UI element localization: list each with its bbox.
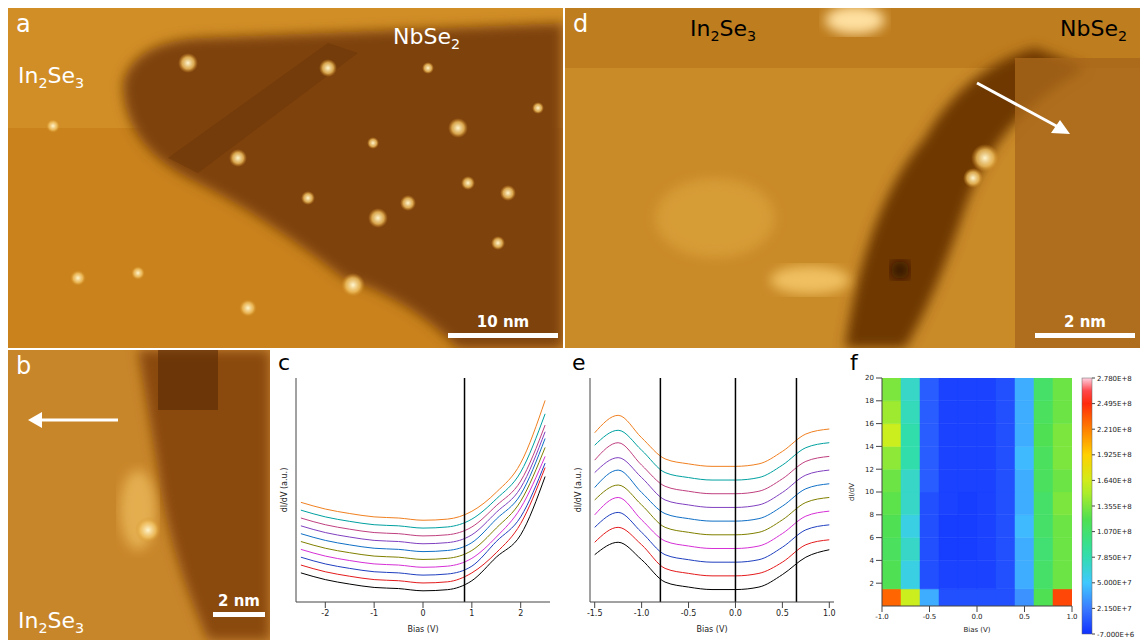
svg-text:1.070E+8: 1.070E+8 — [1097, 528, 1132, 536]
svg-text:2.150E+7: 2.150E+7 — [1097, 605, 1132, 613]
svg-text:2: 2 — [870, 580, 874, 588]
svg-text:-0.5: -0.5 — [681, 609, 697, 618]
html-text:In2Se3: In2Se3 — [18, 608, 85, 637]
svg-text:1: 1 — [469, 609, 474, 618]
svg-text:0.5: 0.5 — [1019, 613, 1030, 621]
html-text:NbSe2: NbSe2 — [1060, 16, 1127, 45]
svg-text:-2: -2 — [321, 609, 329, 618]
svg-text:4: 4 — [870, 557, 875, 565]
svg-text:10: 10 — [865, 488, 874, 496]
svg-text:0: 0 — [420, 609, 425, 618]
svg-text:2.495E+8: 2.495E+8 — [1097, 400, 1132, 408]
svg-text:-0.5: -0.5 — [923, 613, 937, 621]
svg-text:0.0: 0.0 — [729, 609, 742, 618]
svg-text:-1.0: -1.0 — [875, 613, 889, 621]
svg-text:0.5: 0.5 — [776, 609, 789, 618]
html-text:In2Se3: In2Se3 — [690, 16, 757, 45]
svg-text:0.0: 0.0 — [971, 613, 982, 621]
svg-text:18: 18 — [865, 397, 874, 405]
svg-text:5.000E+7: 5.000E+7 — [1097, 579, 1132, 587]
html-text:b: b — [16, 352, 32, 380]
svg-text:7.850E+7: 7.850E+7 — [1097, 554, 1132, 562]
svg-text:dI/dV: dI/dV — [848, 483, 856, 501]
html-text:2 nm: 2 nm — [218, 592, 260, 610]
svg-text:2: 2 — [518, 609, 523, 618]
svg-text:2.210E+8: 2.210E+8 — [1097, 426, 1132, 434]
svg-text:14: 14 — [865, 443, 874, 451]
svg-text:-1: -1 — [370, 609, 378, 618]
svg-text:1.0: 1.0 — [1066, 613, 1077, 621]
svg-text:dI/dV (a.u.): dI/dV (a.u.) — [280, 468, 289, 513]
svg-text:Bias (V): Bias (V) — [407, 625, 438, 634]
svg-text:6: 6 — [870, 534, 875, 542]
html-text:f: f — [850, 350, 858, 375]
svg-text:8: 8 — [870, 511, 874, 519]
svg-text:1.355E+8: 1.355E+8 — [1097, 503, 1132, 511]
svg-text:1.0: 1.0 — [823, 609, 836, 618]
html-text:c: c — [278, 350, 291, 375]
svg-text:-1.0: -1.0 — [634, 609, 650, 618]
html-text:In2Se3: In2Se3 — [18, 63, 85, 92]
html-text:2 nm: 2 nm — [1064, 313, 1106, 331]
svg-text:2.780E+8: 2.780E+8 — [1097, 375, 1132, 383]
svg-text:20: 20 — [865, 374, 874, 382]
svg-text:-7.000E+6: -7.000E+6 — [1097, 631, 1135, 639]
svg-text:1.640E+8: 1.640E+8 — [1097, 477, 1132, 485]
svg-text:Bias (V): Bias (V) — [696, 625, 727, 634]
html-text:a: a — [16, 10, 31, 38]
svg-text:16: 16 — [865, 420, 874, 428]
html-text:NbSe2: NbSe2 — [393, 24, 460, 53]
svg-text:1.925E+8: 1.925E+8 — [1097, 451, 1132, 459]
svg-text:Bias (V): Bias (V) — [963, 626, 990, 634]
html-text:d: d — [573, 10, 589, 38]
html-text:e: e — [572, 350, 586, 375]
svg-text:-1.5: -1.5 — [587, 609, 603, 618]
svg-text:12: 12 — [865, 466, 874, 474]
svg-text:dI/dV (a.u.): dI/dV (a.u.) — [574, 468, 583, 513]
html-text:10 nm: 10 nm — [476, 313, 530, 331]
